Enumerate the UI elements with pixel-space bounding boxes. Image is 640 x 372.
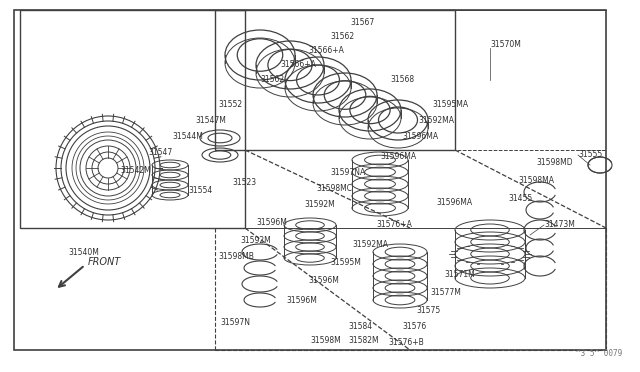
- Text: 31576: 31576: [402, 322, 426, 331]
- Text: 31592M: 31592M: [304, 200, 335, 209]
- Text: ^3 5^ 0079: ^3 5^ 0079: [576, 349, 622, 358]
- Text: 31595MA: 31595MA: [432, 100, 468, 109]
- Text: 31598M: 31598M: [310, 336, 340, 345]
- Text: 31555: 31555: [578, 150, 602, 159]
- Text: 31598MB: 31598MB: [218, 252, 254, 261]
- Text: 31554: 31554: [188, 186, 212, 195]
- Text: 31547: 31547: [148, 148, 172, 157]
- Text: 31552: 31552: [218, 100, 242, 109]
- Text: 31568: 31568: [390, 75, 414, 84]
- Text: 31562: 31562: [330, 32, 354, 41]
- Text: 31596MA: 31596MA: [436, 198, 472, 207]
- Text: 31595M: 31595M: [330, 258, 361, 267]
- Text: 31544M: 31544M: [172, 132, 203, 141]
- Bar: [215, 10, 455, 150]
- Text: 31577M: 31577M: [430, 288, 461, 297]
- Text: 31596M: 31596M: [308, 276, 339, 285]
- Text: 31523: 31523: [232, 178, 256, 187]
- Text: 31582M: 31582M: [348, 336, 379, 345]
- Text: 31584: 31584: [348, 322, 372, 331]
- Text: 31596MA: 31596MA: [380, 152, 416, 161]
- Bar: [20, 10, 245, 228]
- Text: 31596M: 31596M: [256, 218, 287, 227]
- Text: 31576+A: 31576+A: [376, 220, 412, 229]
- Text: 31575: 31575: [416, 306, 440, 315]
- Text: 31592MA: 31592MA: [352, 240, 388, 249]
- Text: 31592M: 31592M: [240, 236, 271, 245]
- Text: 31540M: 31540M: [68, 248, 99, 257]
- Text: 31566+A: 31566+A: [308, 46, 344, 55]
- Text: 31596M: 31596M: [286, 296, 317, 305]
- Text: FRONT: FRONT: [88, 257, 121, 267]
- Text: 31597N: 31597N: [220, 318, 250, 327]
- Text: 31566+A: 31566+A: [280, 60, 316, 69]
- Text: 31592MA: 31592MA: [418, 116, 454, 125]
- Text: 31598MC: 31598MC: [316, 184, 352, 193]
- Text: 31542M: 31542M: [120, 166, 151, 175]
- Text: 31567: 31567: [350, 18, 374, 27]
- Text: 31570M: 31570M: [490, 40, 521, 49]
- Text: 31598MD: 31598MD: [536, 158, 573, 167]
- Text: 31562: 31562: [260, 75, 284, 84]
- Text: 31576+B: 31576+B: [388, 338, 424, 347]
- Text: 31597NA: 31597NA: [330, 168, 365, 177]
- Text: 31596MA: 31596MA: [402, 132, 438, 141]
- Text: 31473M: 31473M: [544, 220, 575, 229]
- Text: 31598MA: 31598MA: [518, 176, 554, 185]
- Text: 31547M: 31547M: [195, 116, 226, 125]
- Text: 31455: 31455: [508, 194, 532, 203]
- Text: 31571M: 31571M: [444, 270, 475, 279]
